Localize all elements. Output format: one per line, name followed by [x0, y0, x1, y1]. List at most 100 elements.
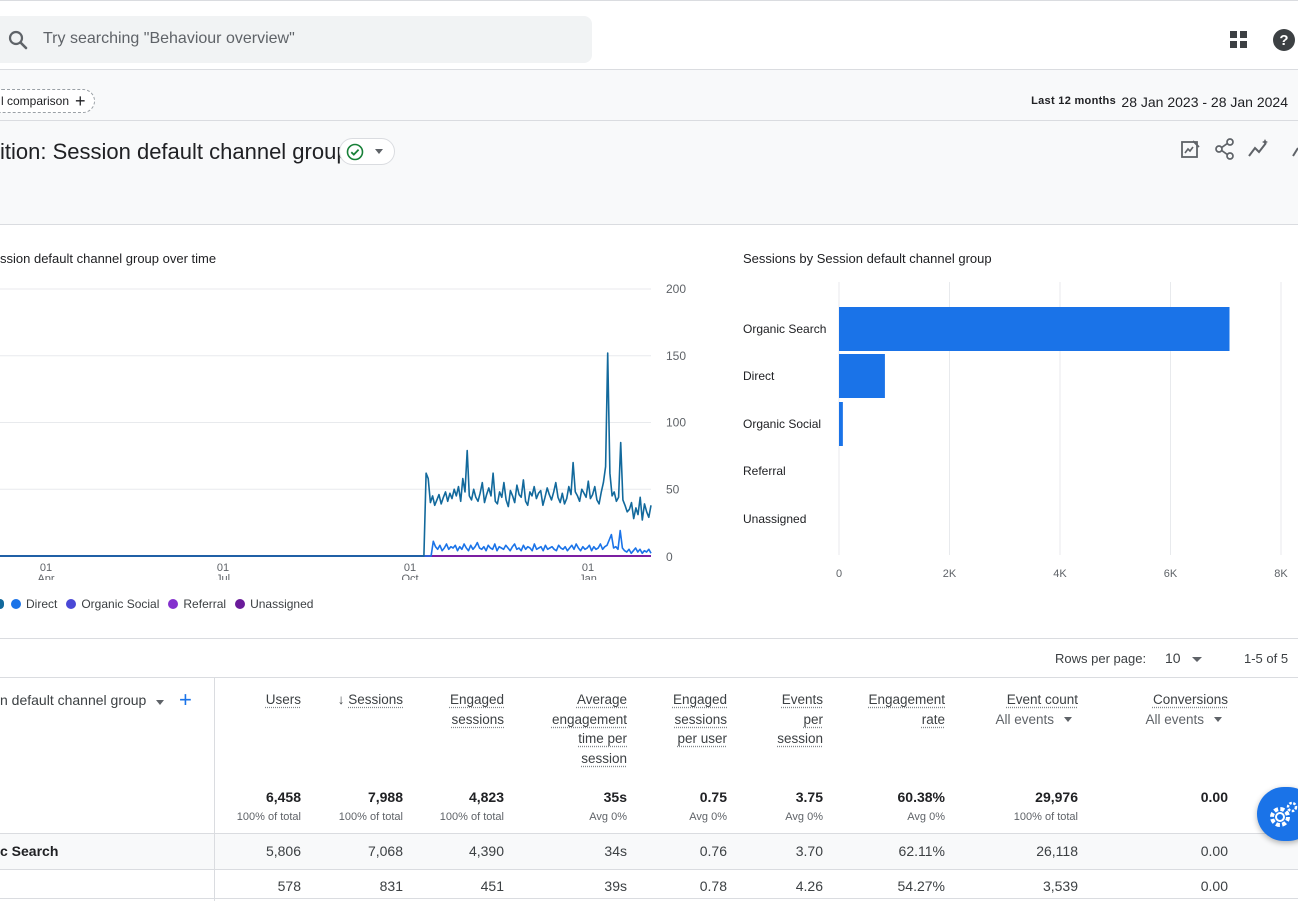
search-input[interactable]: Try searching "Behaviour overview"	[43, 30, 295, 47]
column-header-text: Conversions	[1152, 692, 1228, 707]
add-comparison-chip[interactable]: l comparison +	[0, 89, 95, 113]
total-subtext: 100% of total	[1013, 811, 1078, 823]
share-icon[interactable]	[1214, 138, 1236, 160]
table-cell: 578	[277, 878, 301, 894]
x-tick-month: Jul	[216, 573, 230, 580]
column-header-line: Engagement	[868, 690, 945, 710]
category-label: Organic Social	[743, 417, 821, 431]
row-highlight	[0, 834, 1298, 869]
page-title: ition: Session default channel group	[0, 139, 349, 164]
insights-icon[interactable]	[1248, 138, 1270, 160]
column-sub-label: All events	[995, 711, 1054, 727]
column-header-line: Average	[552, 690, 627, 710]
date-range-picker[interactable]: 28 Jan 2023 - 28 Jan 2024	[1121, 94, 1288, 110]
x-tick-label: 6K	[1164, 568, 1178, 580]
legend-item-organic-social: Organic Social	[66, 597, 159, 611]
bar	[839, 402, 843, 446]
total-value: 29,976	[1035, 789, 1078, 805]
total-value: 3.75	[795, 789, 823, 805]
column-header-line: Event count	[995, 690, 1078, 710]
series-line-organic-search	[0, 352, 652, 557]
column-header[interactable]: Engaged sessions	[450, 690, 504, 729]
chevron-down-icon	[1214, 717, 1222, 723]
column-header-text: Events	[781, 692, 823, 707]
table-cell: 4.26	[795, 878, 823, 894]
table-cell: 0.78	[699, 878, 727, 894]
total-subtext: 100% of total	[439, 811, 504, 823]
column-header-line: Engaged	[450, 690, 504, 710]
help-icon[interactable]: ?	[1272, 28, 1296, 52]
column-header[interactable]: Engaged sessions per user	[673, 690, 727, 749]
settings-fab-button[interactable]	[1257, 787, 1298, 841]
compare-icon[interactable]	[1290, 138, 1298, 160]
search-bar[interactable]: Try searching "Behaviour overview"	[0, 16, 592, 63]
total-value: 4,823	[468, 789, 504, 805]
column-header[interactable]: Events per session	[777, 690, 823, 749]
x-tick-label: 2K	[943, 568, 957, 580]
bar-chart-title: Sessions by Session default channel grou…	[743, 251, 992, 266]
table-cell: 3.70	[795, 843, 823, 859]
column-header-text: time per	[578, 731, 627, 746]
line-chart-title: ssion default channel group over time	[0, 251, 217, 266]
column-header[interactable]: Average engagement time per session	[552, 690, 627, 768]
column-header-text: engagement	[551, 711, 627, 727]
table-cell: 4,390	[468, 843, 504, 859]
top-bar: Try searching "Behaviour overview" ?	[0, 0, 1298, 70]
row-dimension-label[interactable]: c Search	[0, 843, 59, 859]
x-tick-month: Oct	[401, 573, 418, 580]
chart-legend: Direct Organic Social Referral Unassigne…	[0, 597, 322, 611]
legend-dot	[11, 599, 21, 609]
comparison-label: l comparison	[1, 94, 70, 108]
chevron-down-icon[interactable]	[156, 700, 164, 705]
column-header-line: time per	[552, 729, 627, 749]
column-header-line: per user	[673, 729, 727, 749]
series-line-direct	[0, 529, 652, 557]
table-row-border	[0, 833, 1298, 834]
x-tick-day: 01	[404, 562, 416, 574]
column-header-line: sessions	[673, 710, 727, 730]
total-subtext: 100% of total	[236, 811, 301, 823]
sort-arrow-icon: ↓	[337, 692, 349, 707]
report-status-chip[interactable]	[339, 138, 395, 165]
table-cell: 0.00	[1200, 878, 1228, 894]
table-header-border	[0, 677, 1298, 678]
table-cell: 5,806	[265, 843, 301, 859]
column-header-line: rate	[868, 710, 945, 730]
x-tick-month: Apr	[37, 573, 54, 580]
gear-icon	[1270, 801, 1298, 827]
total-value: 60.38%	[897, 789, 945, 805]
column-header-line: engagement	[552, 710, 627, 730]
x-tick-day: 01	[40, 562, 52, 574]
legend-dot	[66, 599, 77, 609]
column-header[interactable]: Engagement rate	[868, 690, 945, 729]
check-circle-icon	[346, 143, 364, 161]
legend-dot	[235, 599, 246, 609]
column-header-text: Engaged	[672, 692, 727, 707]
column-header-line: Conversions	[1145, 690, 1228, 710]
total-subtext: 100% of total	[338, 811, 403, 823]
edit-report-icon[interactable]	[1179, 138, 1201, 160]
table-cell: 831	[379, 878, 403, 894]
y-tick-label: 150	[666, 349, 686, 363]
report-header	[0, 70, 1298, 225]
column-header-text: Users	[265, 692, 301, 707]
add-dimension-icon[interactable]: +	[179, 687, 192, 712]
column-sub-selector[interactable]: All events	[1145, 710, 1228, 730]
column-header-text: sessions	[451, 711, 504, 727]
column-header[interactable]: ↓ Sessions	[338, 690, 403, 710]
column-header[interactable]: Conversions All events	[1145, 690, 1228, 729]
chevron-down-icon[interactable]	[1192, 657, 1202, 662]
column-header[interactable]: Event count All events	[995, 690, 1078, 729]
column-sub-selector[interactable]: All events	[995, 710, 1078, 730]
column-header-text: Average	[576, 692, 627, 707]
column-header-text: Event count	[1006, 692, 1078, 707]
column-header-text: Engagement	[868, 692, 945, 707]
rows-per-page-select[interactable]: 10	[1165, 650, 1181, 666]
dimension-header[interactable]: n default channel group	[0, 692, 147, 708]
column-header[interactable]: Users	[266, 690, 301, 710]
chevron-down-icon	[375, 149, 383, 154]
legend-dot-partial	[0, 599, 4, 609]
y-tick-label: 50	[666, 482, 680, 496]
bar	[839, 307, 1230, 351]
apps-grid-icon[interactable]	[1229, 30, 1249, 50]
